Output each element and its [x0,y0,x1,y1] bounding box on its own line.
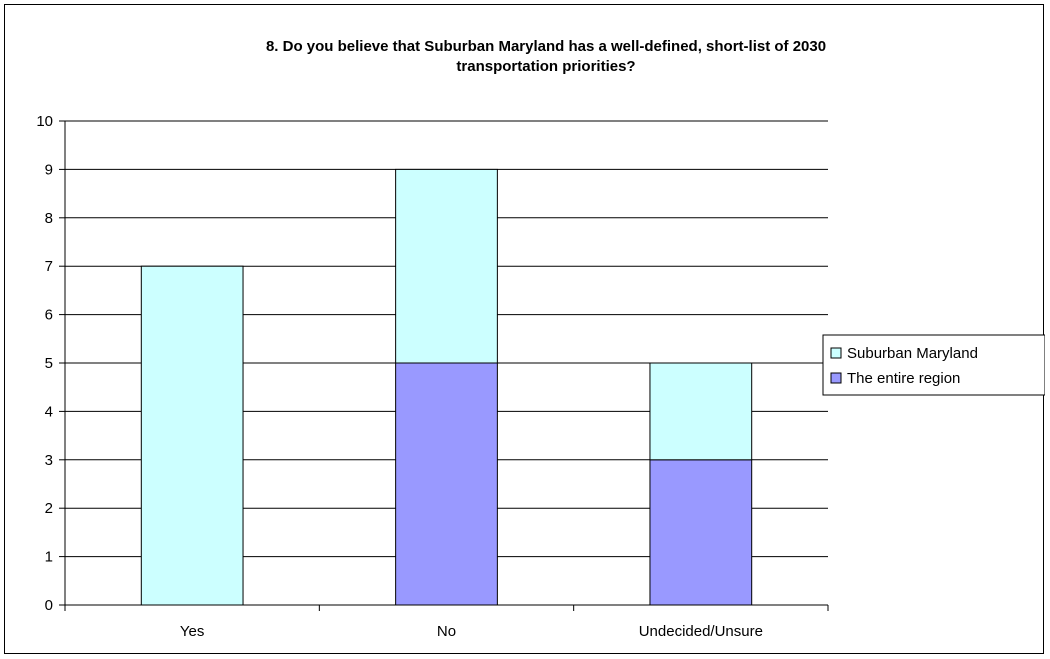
y-tick-label: 6 [45,307,53,324]
y-tick-label: 9 [45,161,53,178]
x-tick-label: Yes [180,623,204,640]
y-tick-label: 2 [45,500,53,517]
y-tick-label: 1 [45,549,53,566]
axes: 0 1 2 3 4 5 6 7 8 9 10 Yes No Undecided/Unsure [36,113,829,640]
bar-entire-region [395,362,498,606]
bar-suburban-maryland [140,265,244,606]
y-tick-label: 10 [36,113,53,130]
y-tick-label: 4 [45,403,53,420]
legend: Suburban Maryland The entire region [822,334,1045,396]
y-tick-label: 7 [45,258,53,275]
bar-entire-region [649,459,753,606]
bar-suburban-maryland [395,168,498,364]
chart-title: 8. Do you believe that Suburban Maryland… [266,38,826,75]
y-tick-label: 3 [45,452,53,469]
legend-label: Suburban Maryland [847,345,978,362]
y-tick-label: 5 [45,355,53,372]
bars [140,168,753,606]
bar-suburban-maryland [649,362,753,461]
y-tick-label: 0 [45,597,53,614]
chart-frame: 8. Do you believe that Suburban Maryland… [4,4,1045,654]
legend-swatch [830,372,842,384]
legend-box [822,334,1045,396]
chart-title-line-1: 8. Do you believe that Suburban Maryland… [266,38,826,55]
y-tick-label: 8 [45,210,53,227]
legend-label: The entire region [847,370,960,387]
legend-swatch [830,347,842,359]
chart-svg: 8. Do you believe that Suburban Maryland… [36,38,1045,640]
chart-title-line-2: transportation priorities? [456,58,635,75]
x-tick-label: No [437,623,456,640]
x-tick-label: Undecided/Unsure [639,623,763,640]
